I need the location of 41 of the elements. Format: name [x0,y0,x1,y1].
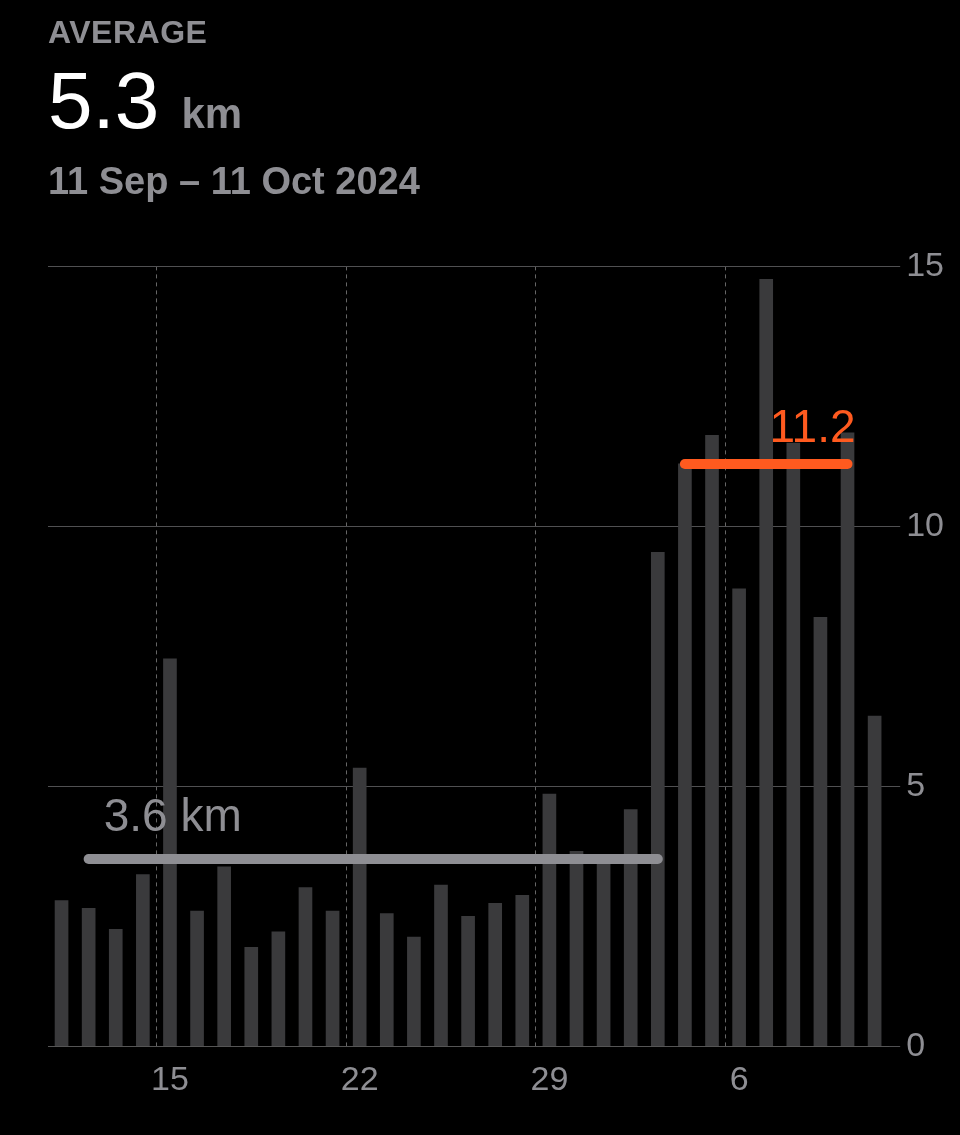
bar [515,895,530,1047]
bar [813,616,828,1047]
chart-title: 5.3 km [48,55,244,147]
bar [271,931,286,1047]
x-tick-label: 15 [151,1058,189,1097]
bar [217,866,231,1047]
text: AVERAGE [48,14,209,51]
series-label: 11.2 [769,399,856,452]
bar [298,887,313,1047]
bar [81,908,96,1047]
y-tick-label: 5 [906,764,926,803]
bar [542,793,557,1047]
y-tick-label: 15 [906,244,945,283]
bar [461,915,475,1047]
bar [650,552,665,1047]
bar [759,279,774,1047]
x-tick-label: 22 [340,1058,379,1097]
bar [352,767,367,1047]
bar [786,442,801,1047]
y-tick-label: 10 [906,504,945,543]
chart-subtitle: 11 Sep – 11 Oct 2024 [48,160,420,203]
bar [434,884,448,1047]
bar [407,936,421,1047]
bar [325,910,340,1047]
bar [678,463,692,1047]
bar [705,435,719,1047]
bar [54,900,69,1047]
bar [488,902,503,1047]
bar [867,715,882,1047]
y-tick-label: 0 [906,1024,926,1063]
bar [136,874,150,1047]
bar [623,809,638,1047]
bar [732,588,746,1047]
bar [190,910,204,1047]
bar [379,913,394,1047]
x-tick-label: 6 [729,1058,749,1097]
bar [108,928,123,1047]
series-label: 3.6 km [103,788,242,841]
bar [569,850,584,1047]
bar [244,947,259,1047]
x-tick-label: 29 [530,1058,569,1097]
